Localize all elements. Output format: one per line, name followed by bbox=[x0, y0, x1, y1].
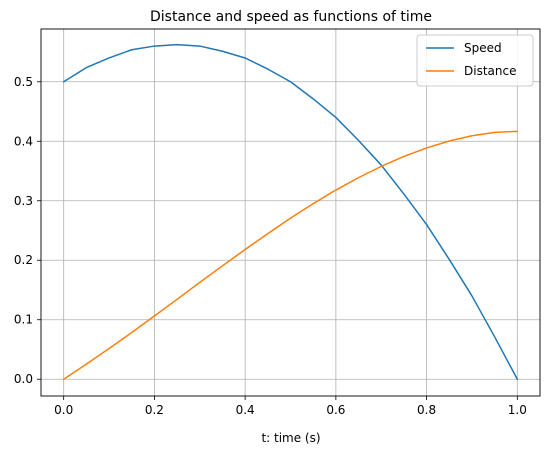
series-lines bbox=[62, 43, 519, 380]
legend-label-speed: Speed bbox=[464, 41, 502, 55]
x-tick-label: 0.2 bbox=[145, 403, 164, 417]
series-line-speed bbox=[62, 43, 519, 380]
x-tick-label: 0.6 bbox=[326, 403, 345, 417]
y-tick-label: 0.4 bbox=[14, 134, 33, 148]
chart-title: Distance and speed as functions of time bbox=[150, 9, 432, 25]
x-tick-label: 0.8 bbox=[417, 403, 436, 417]
y-tick-label: 0.1 bbox=[14, 313, 33, 327]
y-tick-label: 0.0 bbox=[14, 372, 33, 386]
legend-label-distance: Distance bbox=[464, 64, 516, 78]
y-tick-label: 0.2 bbox=[14, 253, 33, 267]
x-tick-label: 0.0 bbox=[54, 403, 73, 417]
x-axis-label: t: time (s) bbox=[261, 431, 320, 445]
x-tick-label: 1.0 bbox=[508, 403, 527, 417]
series-line-distance bbox=[62, 130, 519, 380]
grid bbox=[41, 29, 540, 396]
y-tick-label: 0.3 bbox=[14, 194, 33, 208]
x-tick-label: 0.4 bbox=[236, 403, 255, 417]
y-tick-label: 0.5 bbox=[14, 75, 33, 89]
axis-ticks: 0.0 0.2 0.4 0.6 0.8 1.0 0.0 0.1 0.2 0.3 0.4 0.5 bbox=[14, 75, 527, 417]
legend: Speed Distance bbox=[416, 34, 534, 87]
plot-area-frame bbox=[40, 28, 541, 397]
